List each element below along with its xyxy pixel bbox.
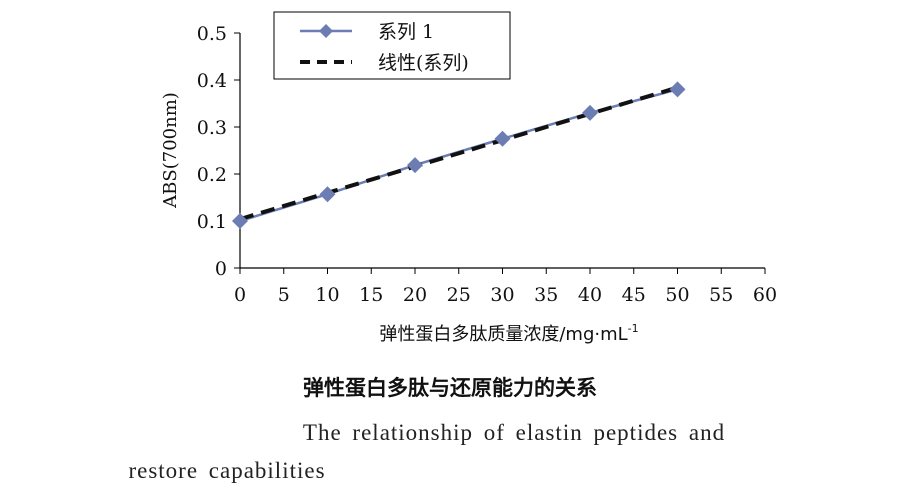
caption-english-line1: The relationship of elastin peptides and — [302, 420, 726, 445]
x-tick-label: 10 — [315, 284, 339, 306]
x-tick-label: 15 — [359, 284, 383, 306]
x-tick-label: 5 — [278, 284, 290, 306]
x-tick-label: 50 — [665, 284, 689, 306]
legend-diamond-marker — [319, 24, 333, 38]
x-tick-label: 35 — [534, 284, 558, 306]
x-tick-label: 25 — [447, 284, 471, 306]
y-tick-label: 0.5 — [197, 23, 227, 45]
x-tick-label: 30 — [490, 284, 514, 306]
data-point-marker — [494, 130, 511, 147]
caption-english-line2: restore capabilities — [128, 458, 326, 483]
data-point-marker — [582, 104, 598, 121]
x-tick-label: 40 — [578, 284, 602, 306]
x-axis-label: 弹性蛋白多肽质量浓度/mg·mL-1 — [379, 322, 638, 345]
caption-chinese: 弹性蛋白多肽与还原能力的关系 — [303, 376, 597, 400]
x-axis-label-sup: -1 — [628, 322, 639, 335]
x-tick-label: 55 — [709, 284, 733, 306]
y-tick-label: 0.4 — [197, 70, 227, 92]
series — [232, 81, 686, 229]
y-ticks: 0 0.1 0.2 0.3 0.4 0.5 — [197, 23, 240, 280]
x-tick-label: 20 — [403, 284, 427, 306]
legend: 系列 1 线性(系列) — [273, 11, 511, 80]
data-point-marker — [319, 186, 336, 203]
y-tick-label: 0.3 — [197, 117, 227, 139]
legend-series-label: 系列 1 — [378, 21, 434, 43]
legend-box — [273, 11, 511, 80]
data-point-marker — [232, 213, 248, 229]
data-point-marker — [407, 157, 423, 174]
y-tick-label: 0.2 — [197, 164, 227, 186]
x-axis-label-main: 弹性蛋白多肽质量浓度/mg·mL — [379, 324, 627, 345]
y-tick-label: 0.1 — [197, 211, 227, 233]
x-tick-label: 60 — [753, 284, 777, 306]
data-point-marker — [669, 81, 686, 98]
y-axis-label: ABS(700nm) — [160, 92, 181, 209]
x-tick-label: 0 — [234, 284, 246, 306]
y-tick-label: 0 — [215, 258, 227, 280]
x-tick-label: 45 — [622, 284, 646, 306]
x-ticks: 0 5 10 15 20 25 30 35 40 45 50 55 60 — [234, 268, 777, 306]
trend-line — [239, 85, 679, 222]
chart: 0 0.1 0.2 0.3 0.4 0.5 0 5 10 15 20 25 30 35 40 45 50 55 6… — [160, 11, 777, 345]
legend-trend-label: 线性(系列) — [378, 52, 469, 74]
